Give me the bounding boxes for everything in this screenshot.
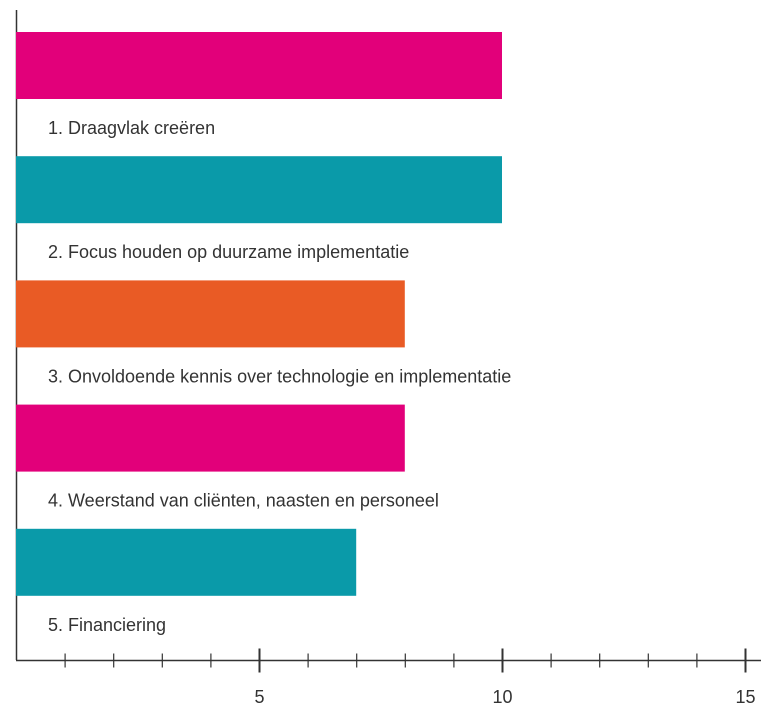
tick-label-15: 15 (735, 687, 755, 707)
tick-label-5: 5 (254, 687, 264, 707)
bar-1 (16, 32, 502, 99)
bar-4 (16, 404, 405, 472)
category-label-5: 5. Financiering (48, 615, 166, 635)
category-label-4: 4. Weerstand van cliënten, naasten en pe… (48, 491, 439, 511)
bars-group (16, 32, 502, 596)
x-ticks-group: 5 10 15 (64, 648, 756, 707)
category-label-2: 2. Focus houden op duurzame implementati… (48, 242, 409, 262)
bar-3 (16, 280, 405, 348)
category-label-1: 1. Draagvlak creëren (48, 118, 215, 138)
bar-2 (16, 156, 502, 224)
category-label-3: 3. Onvoldoende kennis over technologie e… (48, 366, 511, 386)
category-labels-group: 1. Draagvlak creëren 2. Focus houden op d… (48, 118, 511, 635)
tick-label-10: 10 (492, 687, 512, 707)
bar-5 (16, 528, 357, 596)
